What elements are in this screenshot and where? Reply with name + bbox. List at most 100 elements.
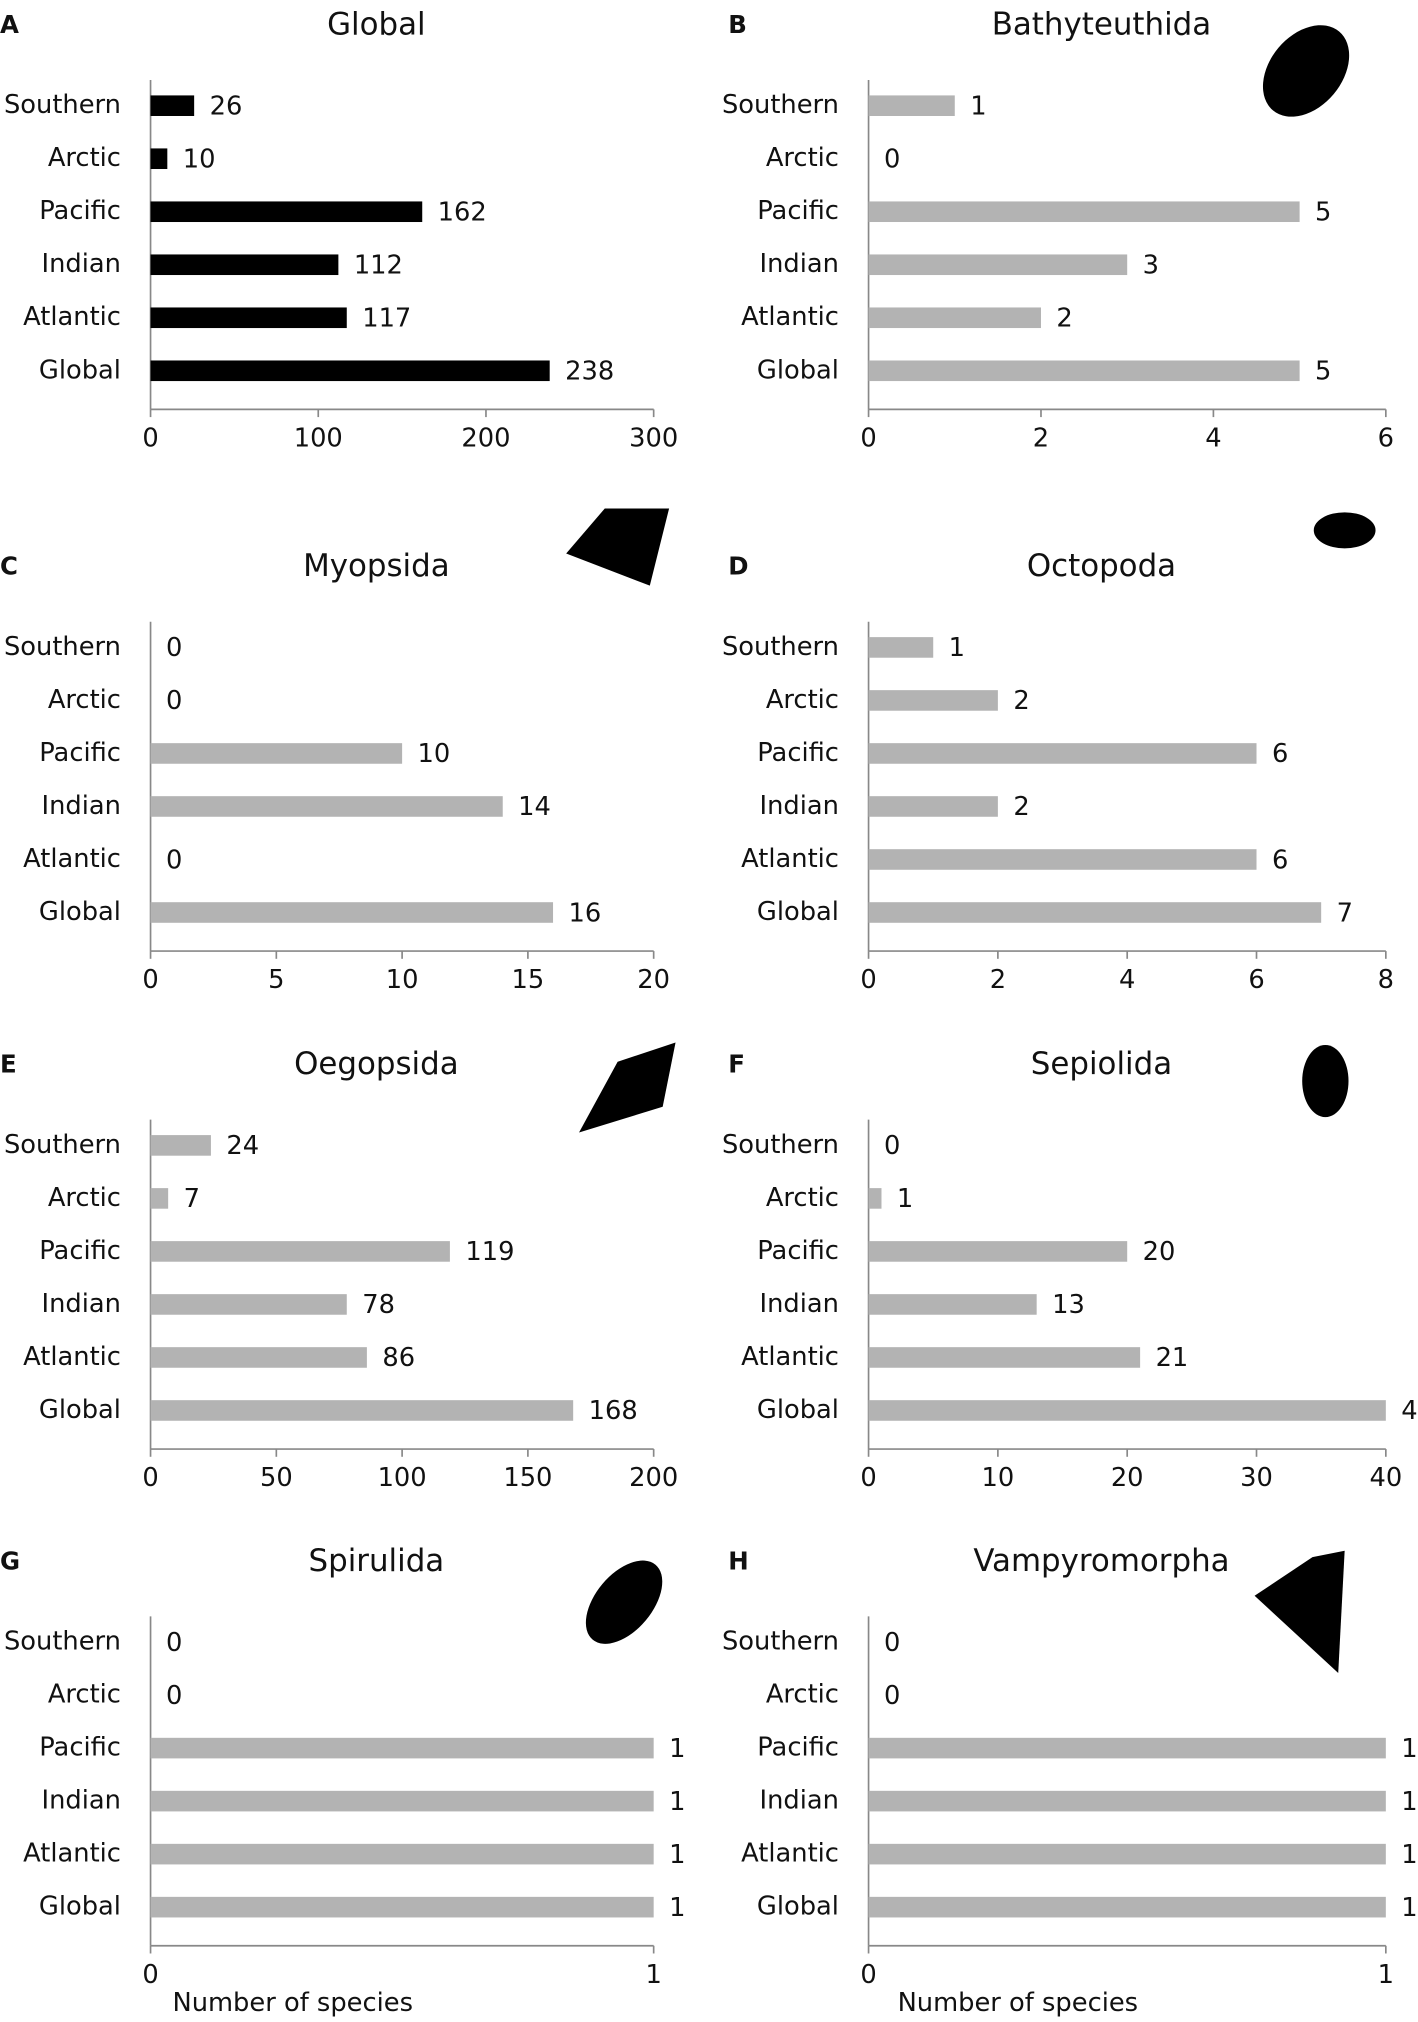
bar <box>868 254 1128 276</box>
x-tick-label: 0 <box>142 1960 158 1990</box>
bar <box>150 1400 574 1421</box>
bar <box>150 307 347 329</box>
y-tick-label: Southern <box>4 90 121 120</box>
panel-letter: A <box>0 10 19 39</box>
value-label: 162 <box>438 198 487 228</box>
y-tick-label: Atlantic <box>23 302 121 332</box>
y-tick-label: Arctic <box>766 1680 839 1710</box>
value-label: 5 <box>1315 198 1331 228</box>
bar <box>868 1843 1386 1865</box>
bar <box>868 360 1300 382</box>
vampyromorph-icon <box>1254 1550 1345 1673</box>
bar <box>150 1843 654 1865</box>
bar <box>868 796 998 817</box>
y-tick-label: Southern <box>4 632 121 662</box>
x-tick-label: 4 <box>1205 423 1221 453</box>
bar <box>868 1241 1128 1262</box>
value-label: 3 <box>1143 251 1159 281</box>
chart-title: Global <box>327 6 426 42</box>
y-tick-label: Pacific <box>39 196 121 226</box>
x-tick-label: 0 <box>142 423 158 453</box>
value-label: 1 <box>949 633 965 663</box>
panel-letter: E <box>0 1050 17 1079</box>
y-tick-label: Indian <box>42 1786 121 1816</box>
value-label: 117 <box>362 304 411 334</box>
y-tick-label: Southern <box>4 1130 121 1160</box>
value-label: 5 <box>1315 357 1331 387</box>
y-tick-label: Global <box>39 355 121 385</box>
y-tick-label: Arctic <box>766 685 839 715</box>
y-tick-label: Global <box>39 1395 121 1425</box>
bar <box>150 254 339 276</box>
oegopsid-icon <box>579 1042 676 1133</box>
value-label: 1 <box>669 1893 685 1923</box>
x-tick-label: 10 <box>386 965 419 995</box>
bar <box>150 1294 347 1315</box>
x-tick-label: 6 <box>1378 423 1394 453</box>
x-tick-label: 0 <box>860 1960 876 1990</box>
value-label: 0 <box>166 1681 182 1711</box>
value-label: 238 <box>565 357 614 387</box>
x-tick-label: 300 <box>629 423 678 453</box>
bar <box>868 902 1322 923</box>
panel-letter: C <box>0 552 18 581</box>
x-tick-label: 200 <box>461 423 510 453</box>
x-tick-label: 0 <box>860 965 876 995</box>
value-label: 119 <box>465 1237 514 1267</box>
value-label: 1 <box>1401 1840 1417 1870</box>
value-label: 1 <box>669 1840 685 1870</box>
y-tick-label: Indian <box>42 249 121 279</box>
value-label: 24 <box>226 1131 259 1161</box>
chart-title: Bathyteuthida <box>992 6 1211 42</box>
y-tick-label: Pacific <box>757 1236 839 1266</box>
value-label: 2 <box>1013 792 1029 822</box>
bar <box>150 1188 169 1209</box>
value-label: 26 <box>210 91 243 121</box>
y-tick-label: Pacific <box>757 1733 839 1763</box>
bar <box>150 201 423 223</box>
chart-title: Myopsida <box>303 548 450 584</box>
y-tick-label: Arctic <box>48 1183 121 1213</box>
value-label: 13 <box>1052 1290 1085 1320</box>
sepiolid-icon <box>1302 1045 1349 1118</box>
y-tick-label: Global <box>757 355 839 385</box>
bar <box>868 1294 1037 1315</box>
y-tick-label: Atlantic <box>23 1342 121 1372</box>
bar <box>868 307 1041 329</box>
octopod-icon <box>1313 512 1376 549</box>
bar <box>868 637 934 658</box>
y-tick-label: Arctic <box>48 1680 121 1710</box>
value-label: 86 <box>382 1343 415 1373</box>
x-tick-label: 8 <box>1378 965 1394 995</box>
bar <box>150 796 503 817</box>
y-tick-label: Arctic <box>766 1183 839 1213</box>
bar <box>150 148 168 170</box>
bar <box>868 743 1257 764</box>
value-label: 6 <box>1272 739 1288 769</box>
x-tick-label: 2 <box>1033 423 1049 453</box>
x-tick-label: 0 <box>860 423 876 453</box>
value-label: 0 <box>166 1628 182 1658</box>
value-label: 14 <box>518 792 551 822</box>
bar <box>868 1347 1141 1368</box>
y-tick-label: Southern <box>722 90 839 120</box>
y-tick-label: Pacific <box>757 738 839 768</box>
panel-letter: G <box>0 1546 20 1575</box>
y-tick-label: Southern <box>4 1627 121 1657</box>
x-tick-label: 5 <box>268 965 284 995</box>
x-tick-label: 1 <box>645 1960 661 1990</box>
y-tick-label: Atlantic <box>741 302 839 332</box>
value-label: 21 <box>1156 1343 1189 1373</box>
bar <box>150 1737 654 1759</box>
bathyteuthid-icon <box>1262 25 1350 117</box>
x-tick-label: 4 <box>1119 965 1135 995</box>
value-label: 0 <box>166 845 182 875</box>
value-label: 2 <box>1056 304 1072 334</box>
bar <box>150 360 550 382</box>
y-tick-label: Atlantic <box>741 1342 839 1372</box>
value-label: 112 <box>354 251 403 281</box>
y-tick-label: Pacific <box>39 738 121 768</box>
value-label: 0 <box>884 1628 900 1658</box>
bar <box>150 743 403 764</box>
value-label: 7 <box>184 1184 200 1214</box>
